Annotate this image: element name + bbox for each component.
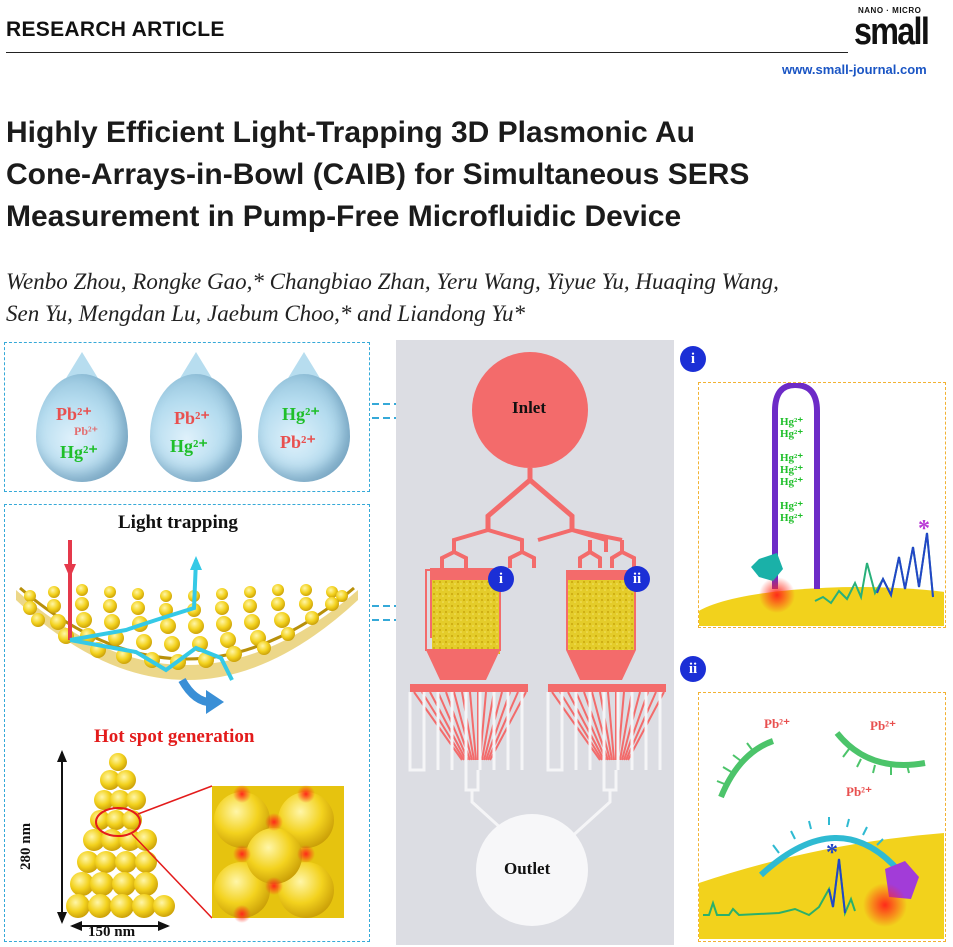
inlet-label: Inlet <box>512 398 546 417</box>
author-list: Wenbo Zhou, Rongke Gao,* Changbiao Zhan,… <box>6 266 946 330</box>
height-dimension: 280 nm <box>18 822 34 870</box>
section-label: RESEARCH ARTICLE <box>6 18 225 41</box>
chamber-ii-badge: ii <box>624 566 650 592</box>
hg-label: Hg²⁺ <box>780 512 804 524</box>
droplet-ion: Hg²⁺ <box>170 436 208 456</box>
author-line: Wenbo Zhou, Rongke Gao,* Changbiao Zhan,… <box>6 269 779 294</box>
hg-label: Hg²⁺ <box>780 416 804 428</box>
header-rule <box>6 52 848 53</box>
journal-subtitle: NANO · MICRO <box>858 6 922 15</box>
hg-label: Hg²⁺ <box>780 464 804 476</box>
light-trapping-panel <box>4 504 370 942</box>
droplet-body <box>258 374 350 482</box>
article-title: Highly Efficient Light-Trapping 3D Plasm… <box>6 112 936 238</box>
panel-ii-box <box>698 692 946 942</box>
chip-diagram <box>408 352 666 926</box>
title-line: Measurement in Pump-Free Microfluidic De… <box>6 200 682 233</box>
title-line: Cone-Arrays-in-Bowl (CAIB) for Simultane… <box>6 158 750 191</box>
journal-url-link[interactable]: www.small-journal.com <box>782 62 927 77</box>
droplet-ion: Pb²⁺ <box>280 432 316 452</box>
panel-ii-badge: ii <box>680 656 706 682</box>
droplet-ion: Pb²⁺ <box>56 404 92 424</box>
width-dimension: 150 nm <box>88 924 136 940</box>
hairpin-hg-labels: Hg²⁺ Hg²⁺ Hg²⁺ Hg²⁺ Hg²⁺ Hg²⁺ Hg²⁺ <box>780 416 803 524</box>
chamber-i-badge: i <box>488 566 514 592</box>
droplet-3: Hg²⁺ Pb²⁺ <box>258 352 350 482</box>
pb-ion-label: Pb²⁺ <box>764 716 790 731</box>
peak-asterisk: * <box>918 516 930 542</box>
outlet-label: Outlet <box>504 859 551 878</box>
title-line: Highly Efficient Light-Trapping 3D Plasm… <box>6 116 695 149</box>
panel-i-box <box>698 382 946 628</box>
author-line: Sen Yu, Mengdan Lu, Jaebum Choo,* and Li… <box>6 301 526 326</box>
droplet-ion: Hg²⁺ <box>282 404 320 424</box>
droplet-body <box>36 374 128 482</box>
droplet-ion: Pb²⁺ <box>74 424 98 438</box>
hg-label: Hg²⁺ <box>780 476 804 488</box>
peak-asterisk: * <box>826 840 838 866</box>
droplet-body <box>150 374 242 482</box>
pb-ion-label: Pb²⁺ <box>870 718 896 733</box>
hg-label: Hg²⁺ <box>780 500 804 512</box>
droplet-ion: Hg²⁺ <box>60 442 98 462</box>
journal-logo: small <box>854 11 930 53</box>
cone-array-diagram <box>16 540 358 931</box>
droplet-2: Pb²⁺ Hg²⁺ <box>150 352 242 482</box>
aptamer-diagram <box>699 731 944 939</box>
panel-i-badge: i <box>680 346 706 372</box>
droplet-ion: Pb²⁺ <box>174 408 210 428</box>
hot-spot-label: Hot spot generation <box>94 726 255 747</box>
hg-label: Hg²⁺ <box>780 428 804 440</box>
droplet-panel <box>4 342 370 492</box>
droplet-1: Pb²⁺ Pb²⁺ Hg²⁺ <box>36 352 128 482</box>
light-trapping-label: Light trapping <box>118 512 238 533</box>
pb-ion-label: Pb²⁺ <box>846 784 872 799</box>
hg-label: Hg²⁺ <box>780 452 804 464</box>
hairpin-probe-diagram <box>699 383 944 626</box>
